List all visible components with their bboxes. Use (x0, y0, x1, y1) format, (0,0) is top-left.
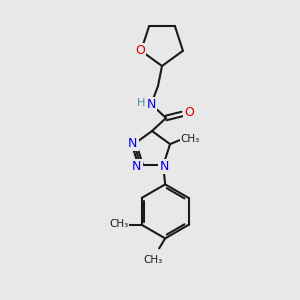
Text: N: N (128, 136, 138, 150)
Text: N: N (160, 160, 169, 173)
Text: H: H (137, 98, 145, 108)
Text: O: O (184, 106, 194, 119)
Text: N: N (132, 160, 142, 173)
Text: CH₃: CH₃ (180, 134, 200, 144)
Text: CH₃: CH₃ (143, 255, 163, 266)
Text: O: O (135, 44, 145, 57)
Text: CH₃: CH₃ (109, 219, 128, 229)
Text: N: N (146, 98, 156, 110)
